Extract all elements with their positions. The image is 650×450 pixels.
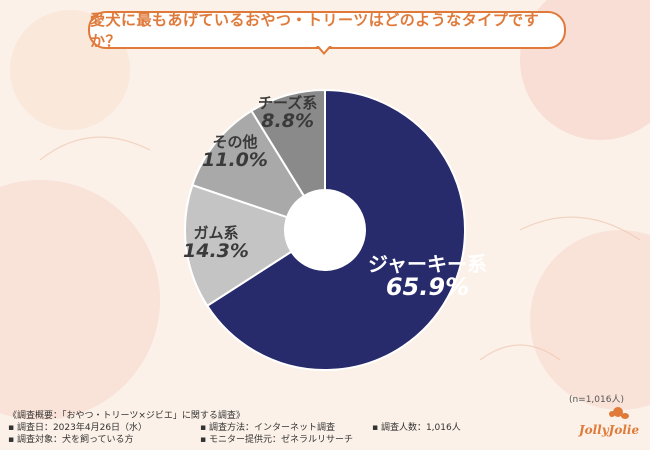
- label-other: その他 11.0%: [202, 133, 268, 171]
- label-gum-name: ガム系: [193, 224, 239, 242]
- label-other-name: その他: [212, 133, 258, 151]
- label-gum: ガム系 14.3%: [183, 224, 249, 262]
- sample-size: (n=1,016人): [568, 395, 624, 405]
- label-cheese-value: 8.8%: [261, 109, 314, 132]
- footer-overview: 《調査概要：「おやつ・トリーツ×ジビエ」に関する調査》: [8, 411, 245, 421]
- bg-leaf: [519, 216, 641, 241]
- donut-hole: [285, 190, 365, 270]
- footer-count: ▪ 調査人数：1,016人: [372, 423, 461, 433]
- title-bubble-tail-inner: [318, 45, 330, 52]
- logo-text: JollyJolie: [578, 423, 639, 437]
- bg-leaf: [479, 344, 561, 361]
- bg-leaf: [39, 136, 151, 161]
- label-jerky-name: ジャーキー系: [368, 252, 487, 276]
- label-jerky: ジャーキー系 65.9%: [368, 254, 487, 300]
- label-cheese: チーズ系 8.8%: [258, 94, 318, 132]
- label-gum-value: 14.3%: [183, 239, 249, 262]
- label-cheese-name: チーズ系: [258, 94, 318, 112]
- label-other-value: 11.0%: [202, 148, 268, 171]
- label-jerky-value: 65.9%: [385, 273, 470, 301]
- footer-target: ▪ 調査対象：犬を飼っている方: [8, 435, 134, 445]
- footer-method: ▪ 調査方法：インターネット調査: [200, 423, 335, 433]
- brand-logo: JollyJolie: [578, 407, 639, 437]
- survey-footer: 《調査概要：「おやつ・トリーツ×ジビエ」に関する調査》 ▪ 調査日：2023年4…: [8, 408, 568, 445]
- dog-icon: [609, 407, 629, 419]
- footer-provider: ▪ モニター提供元：ゼネラルリサーチ: [200, 435, 353, 445]
- footer-date: ▪ 調査日：2023年4月26日（水）: [8, 423, 148, 433]
- bg-blob-right-bottom: [530, 230, 650, 410]
- bg-blob-left: [0, 180, 160, 420]
